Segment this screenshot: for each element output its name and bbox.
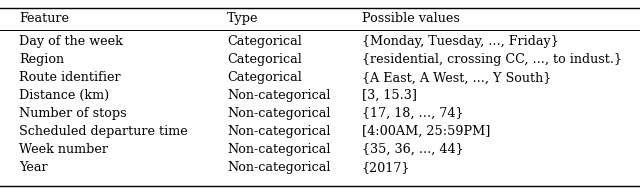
- Text: {Monday, Tuesday, ..., Friday}: {Monday, Tuesday, ..., Friday}: [362, 35, 558, 48]
- Text: Categorical: Categorical: [227, 35, 302, 48]
- Text: [3, 15.3]: [3, 15.3]: [362, 89, 417, 102]
- Text: Scheduled departure time: Scheduled departure time: [19, 125, 188, 138]
- Text: {17, 18, …, 74}: {17, 18, …, 74}: [362, 107, 463, 120]
- Text: {residential, crossing CC, ..., to indust.}: {residential, crossing CC, ..., to indus…: [362, 53, 621, 66]
- Text: Week number: Week number: [19, 143, 108, 156]
- Text: Year: Year: [19, 161, 48, 174]
- Text: Type: Type: [227, 12, 259, 25]
- Text: Distance (km): Distance (km): [19, 89, 109, 102]
- Text: {2017}: {2017}: [362, 161, 410, 174]
- Text: Region: Region: [19, 53, 65, 66]
- Text: Feature: Feature: [19, 12, 69, 25]
- Text: Categorical: Categorical: [227, 71, 302, 84]
- Text: Day of the week: Day of the week: [19, 35, 123, 48]
- Text: Non-categorical: Non-categorical: [227, 125, 331, 138]
- Text: Categorical: Categorical: [227, 53, 302, 66]
- Text: Number of stops: Number of stops: [19, 107, 127, 120]
- Text: {35, 36, ..., 44}: {35, 36, ..., 44}: [362, 143, 463, 156]
- Text: Possible values: Possible values: [362, 12, 460, 25]
- Text: Non-categorical: Non-categorical: [227, 161, 331, 174]
- Text: Non-categorical: Non-categorical: [227, 107, 331, 120]
- Text: {A East, A West, ..., Y South}: {A East, A West, ..., Y South}: [362, 71, 551, 84]
- Text: [4:00AM, 25:59PM]: [4:00AM, 25:59PM]: [362, 125, 490, 138]
- Text: Non-categorical: Non-categorical: [227, 143, 331, 156]
- Text: Route identifier: Route identifier: [19, 71, 121, 84]
- Text: Non-categorical: Non-categorical: [227, 89, 331, 102]
